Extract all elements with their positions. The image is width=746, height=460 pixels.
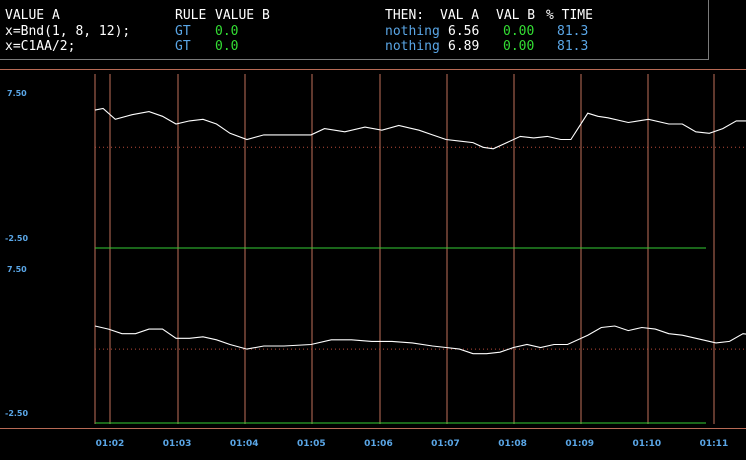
rule-2-operator: GT <box>175 39 191 54</box>
separator-top <box>0 69 746 70</box>
rules-panel-border <box>0 0 709 60</box>
rule-1-expression[interactable]: x=Bnd(1, 8, 12); <box>5 24 131 39</box>
x-tick-label: 01:07 <box>431 439 460 449</box>
rule-2-pct-time: 81.3 <box>557 39 589 54</box>
header-then: THEN: <box>385 8 425 23</box>
separator-bottom <box>0 428 746 429</box>
y-axis-max-label: 7.50 <box>7 265 27 274</box>
vertical-gridlines <box>94 74 715 424</box>
x-tick-label: 01:08 <box>498 439 527 449</box>
rule-2-val-a: 6.89 <box>448 39 480 54</box>
series-layer <box>94 107 746 424</box>
y-axis-max-label: 7.50 <box>7 89 27 98</box>
rules-panel: VALUE A RULE VALUE B THEN: VAL A VAL B %… <box>0 0 710 60</box>
series-line-2 <box>94 325 746 355</box>
series-line-1 <box>94 107 746 150</box>
rule-2-val-b: 0.00 <box>503 39 535 54</box>
header-pct-time: % TIME <box>546 8 593 23</box>
rule-2-value-b: 0.0 <box>215 39 239 54</box>
rule-1-val-a: 6.56 <box>448 24 480 39</box>
label-layer: 7.50 -2.50 01:02 01:03 01:04 01:05 01:06 01:07 0… <box>5 89 728 449</box>
x-tick-label: 01:06 <box>364 439 393 449</box>
x-tick-label: 01:02 <box>96 439 125 449</box>
rule-1-value-b: 0.0 <box>215 24 239 39</box>
y-axis-min-label: -2.50 <box>5 234 28 243</box>
rule-2-expression[interactable]: x=C1AA/2; <box>5 39 76 54</box>
header-val-b: VAL B <box>496 8 536 23</box>
header-value-b: VALUE B <box>215 8 270 23</box>
header-value-a: VALUE A <box>5 8 60 23</box>
rule-1-operator: GT <box>175 24 191 39</box>
x-tick-label: 01:10 <box>632 439 661 449</box>
rule-1-pct-time: 81.3 <box>557 24 589 39</box>
x-tick-label: 01:05 <box>297 439 326 449</box>
x-tick-label: 01:09 <box>565 439 594 449</box>
header-val-a: VAL A <box>440 8 480 23</box>
x-tick-label: 01:04 <box>230 439 259 449</box>
x-tick-label: 01:03 <box>163 439 192 449</box>
rule-1-val-b: 0.00 <box>503 24 535 39</box>
rule-2-then: nothing <box>385 39 440 54</box>
header-rule: RULE <box>175 8 207 23</box>
x-tick-label: 01:11 <box>700 439 729 449</box>
rule-1-then: nothing <box>385 24 440 39</box>
y-axis-min-label: -2.50 <box>5 409 28 418</box>
